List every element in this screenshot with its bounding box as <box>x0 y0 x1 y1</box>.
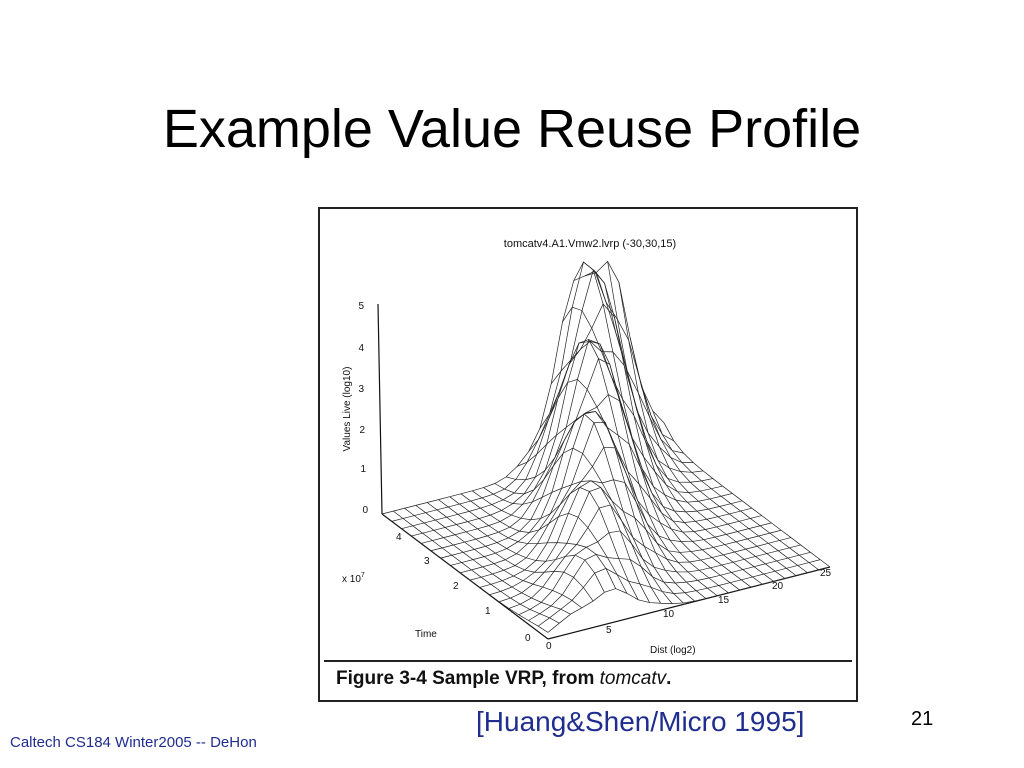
time-tick-label: 0 <box>525 633 531 644</box>
slide-number: 21 <box>911 708 934 730</box>
wireframe-line <box>663 422 831 568</box>
wireframe-line <box>629 337 797 576</box>
plot-title: tomcatv4.A1.Vmw2.lvrp (-30,30,15) <box>504 238 676 250</box>
wireframe-line <box>517 411 684 604</box>
wireframe-line <box>391 261 674 522</box>
time-tick-label: 4 <box>396 532 402 543</box>
wireframe-line <box>426 502 594 602</box>
wireframe-line <box>450 394 733 566</box>
wireframe-line <box>528 378 695 602</box>
dist-tick-label: 5 <box>606 625 612 636</box>
caption-suffix: . <box>666 668 672 689</box>
time-axis-label: Time <box>415 629 437 640</box>
wireframe-line <box>438 499 605 593</box>
wireframe-line <box>401 269 684 530</box>
wireframe-line <box>595 272 763 585</box>
wireframe-line <box>573 261 740 591</box>
z-tick-label: 2 <box>359 425 365 436</box>
time-tick-label: 3 <box>424 556 430 567</box>
wireframe-line <box>393 510 560 624</box>
dist-ticks: 0 5 10 15 20 25 <box>546 568 832 652</box>
wireframe-line <box>652 410 819 571</box>
wireframe-line <box>404 507 571 615</box>
dist-tick-label: 0 <box>546 641 552 652</box>
wireframe-line <box>641 386 808 574</box>
wireframe-line <box>528 551 811 621</box>
wireframe-line <box>460 411 743 574</box>
wireframe-line <box>538 559 821 627</box>
wireframe-line <box>479 446 762 588</box>
wireframe-line <box>584 270 752 588</box>
wireframe-line <box>483 480 650 603</box>
wireframe-line <box>381 260 665 515</box>
dist-tick-label: 10 <box>663 609 675 620</box>
wireframe-line <box>550 340 718 597</box>
z-tick-label: 5 <box>358 301 364 312</box>
wireframe-line <box>539 339 707 599</box>
wireframe-line <box>411 303 694 537</box>
dist-axis-label: Dist (log2) <box>650 645 696 656</box>
caption-prefix: Figure 3-4 Sample VRP, from <box>336 668 600 689</box>
wireframe-line <box>505 413 673 604</box>
wireframe-line <box>508 504 792 609</box>
dist-tick-label: 25 <box>820 568 832 579</box>
wireframe-line <box>449 496 616 589</box>
z-ticks: 0 1 2 3 4 5 <box>358 301 368 516</box>
wireframe-line <box>547 566 831 633</box>
wireframe-line <box>489 479 772 596</box>
wireframe-line <box>618 282 786 579</box>
wireframe-surface <box>381 260 831 633</box>
wireframe-line <box>494 447 662 604</box>
z-tick-label: 0 <box>362 505 368 516</box>
time-ticks: 0 1 2 3 4 <box>396 532 531 644</box>
caption-italic: tomcatv <box>599 668 667 689</box>
wireframe-line <box>607 261 774 582</box>
time-exponent: 7 <box>361 572 365 579</box>
slide-title: Example Value Reuse Profile <box>162 99 862 159</box>
footer: Caltech CS184 Winter2005 -- DeHon <box>10 734 257 751</box>
dist-tick-label: 15 <box>718 595 730 606</box>
figure-image: tomcatv4.A1.Vmw2.lvrp (-30,30,15) 0 1 2 … <box>318 207 858 702</box>
wireframe-line <box>472 487 639 600</box>
time-multiplier: x 107 <box>342 572 365 585</box>
z-axis-label: Values Live (log10) <box>342 367 353 452</box>
z-axis-line <box>377 303 383 515</box>
z-tick-label: 1 <box>360 464 366 475</box>
dist-tick-label: 20 <box>772 581 784 592</box>
wireframe-line <box>518 530 801 616</box>
time-multiplier-text: x 10 <box>342 574 361 585</box>
figure-caption: Figure 3-4 Sample VRP, from tomcatv. <box>324 660 852 696</box>
surface-plot: tomcatv4.A1.Vmw2.lvrp (-30,30,15) 0 1 2 … <box>342 238 832 656</box>
wireframe-line <box>381 513 549 633</box>
z-tick-label: 3 <box>358 384 364 395</box>
citation: [Huang&Shen/Micro 1995] <box>476 706 805 737</box>
wireframe-line <box>469 422 752 581</box>
wireframe-line <box>440 358 723 559</box>
wireframe-line <box>415 505 583 609</box>
wireframe-line <box>430 339 713 552</box>
wireframe-line <box>499 487 782 603</box>
wireframe-line <box>562 306 729 594</box>
z-tick-label: 4 <box>358 343 364 354</box>
time-tick-label: 2 <box>453 581 459 592</box>
time-tick-label: 1 <box>485 606 491 617</box>
wireframe-line <box>460 493 628 594</box>
wireframe-line <box>420 340 704 544</box>
